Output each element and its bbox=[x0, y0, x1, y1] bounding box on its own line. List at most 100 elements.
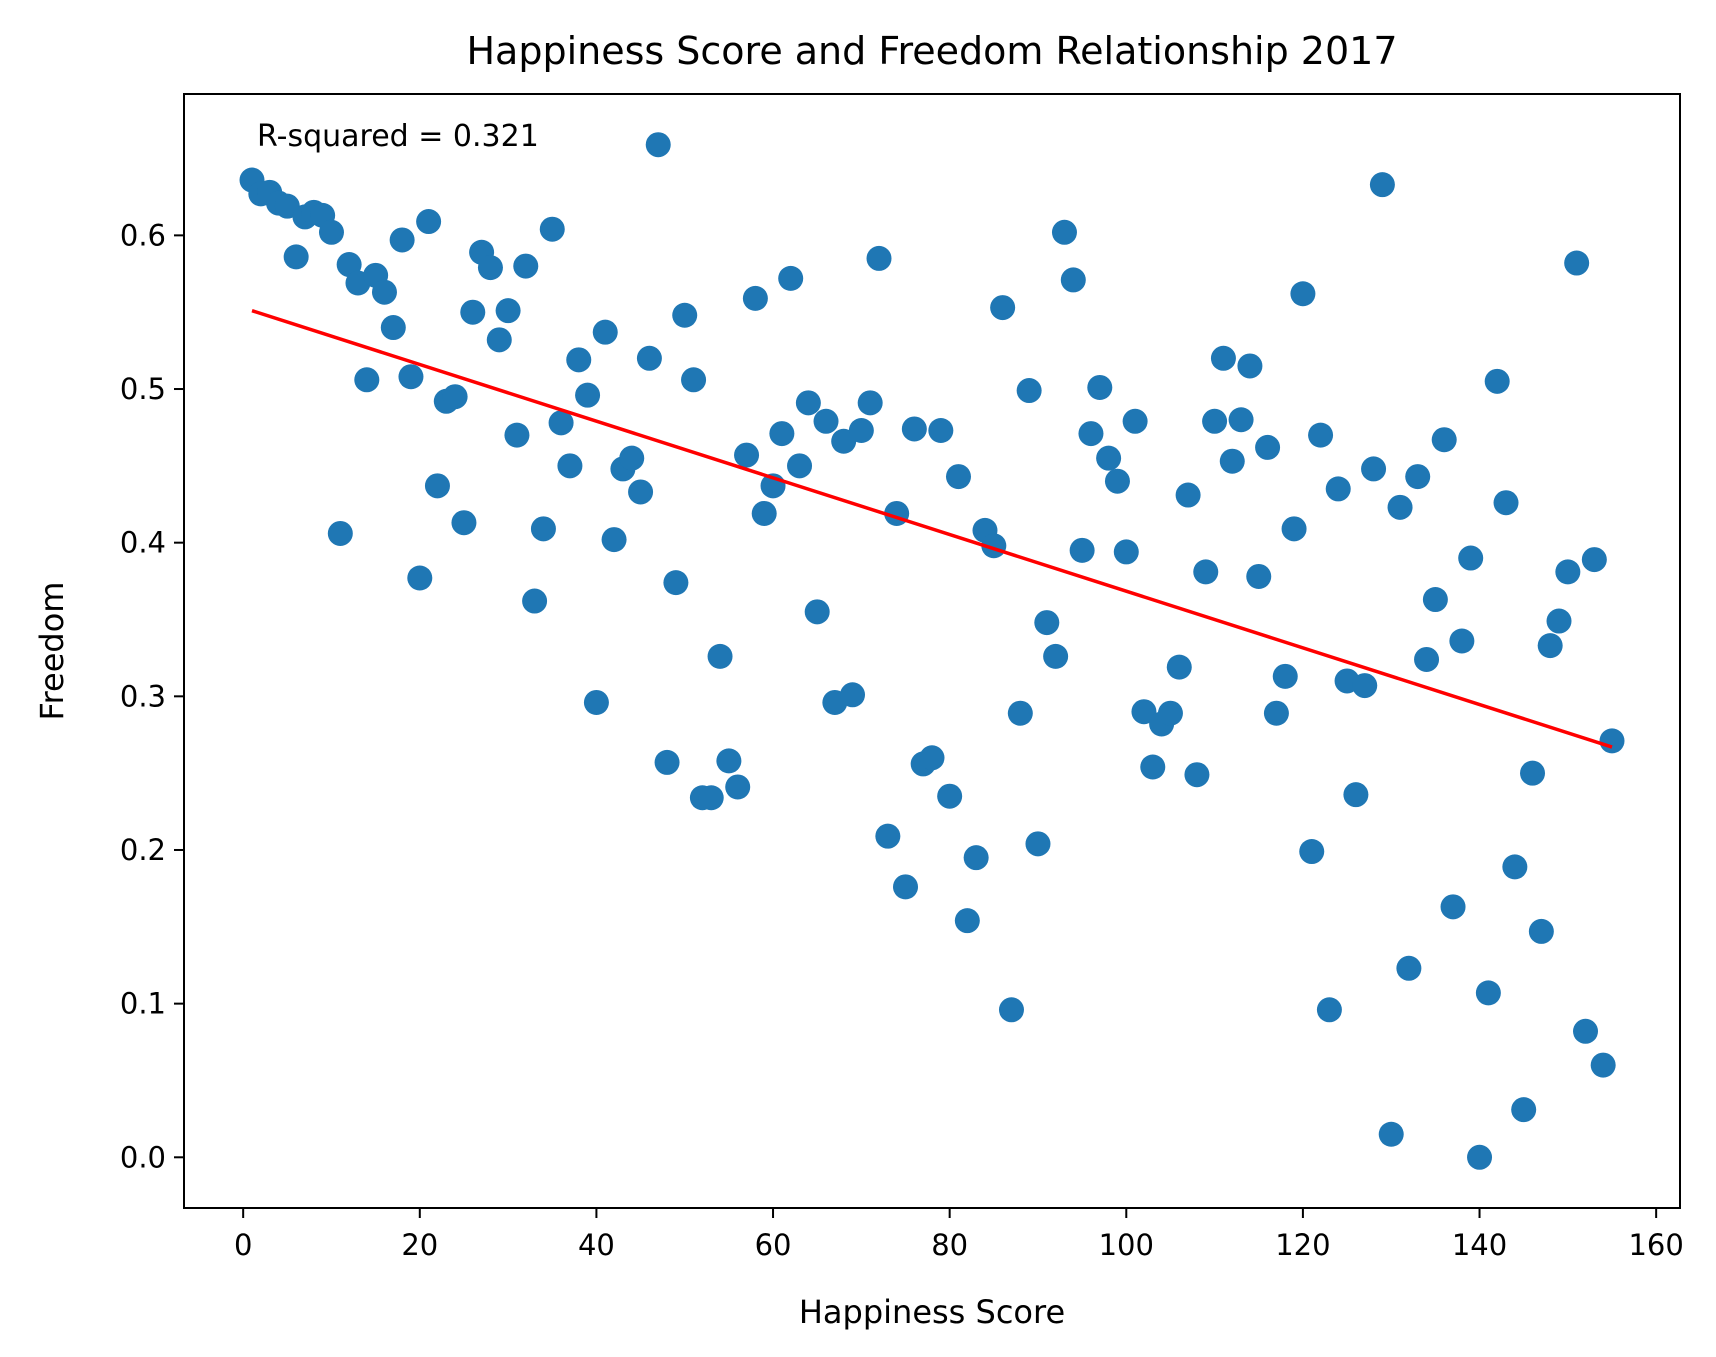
scatter-point bbox=[1281, 516, 1307, 542]
plot-area bbox=[239, 132, 1625, 1170]
y-tick-label: 0.2 bbox=[120, 833, 166, 867]
y-axis-label: Freedom bbox=[33, 582, 71, 721]
scatter-point bbox=[1590, 1052, 1616, 1078]
scatter-point bbox=[1228, 407, 1254, 433]
scatter-point bbox=[654, 749, 680, 775]
scatter-point bbox=[937, 783, 963, 809]
scatter-point bbox=[283, 244, 309, 270]
r-squared-annotation: R-squared = 0.321 bbox=[257, 119, 539, 154]
scatter-point bbox=[1458, 545, 1484, 571]
scatter-point bbox=[1343, 782, 1369, 808]
scatter-point bbox=[1396, 955, 1422, 981]
scatter-point bbox=[1263, 700, 1289, 726]
scatter-point bbox=[566, 347, 592, 373]
scatter-point bbox=[1113, 539, 1139, 565]
scatter-point bbox=[318, 219, 344, 245]
scatter-point bbox=[486, 327, 512, 353]
scatter-point bbox=[1316, 997, 1342, 1023]
scatter-point bbox=[513, 253, 539, 279]
y-tick-label: 0.0 bbox=[120, 1140, 166, 1174]
scatter-point bbox=[1034, 610, 1060, 636]
scatter-point bbox=[1387, 494, 1413, 520]
scatter-point bbox=[1564, 250, 1590, 276]
scatter-point bbox=[1299, 839, 1325, 865]
scatter-point bbox=[1573, 1018, 1599, 1044]
x-tick-label: 80 bbox=[931, 1228, 968, 1262]
scatter-point bbox=[866, 245, 892, 271]
scatter-point bbox=[1290, 281, 1316, 307]
scatter-point bbox=[751, 500, 777, 526]
plot-frame bbox=[183, 93, 1681, 1209]
scatter-point bbox=[601, 527, 627, 553]
scatter-point bbox=[857, 390, 883, 416]
scatter-point bbox=[1511, 1097, 1537, 1123]
scatter-point bbox=[645, 132, 671, 158]
x-tick-label: 120 bbox=[1275, 1228, 1330, 1262]
scatter-point bbox=[451, 510, 477, 536]
y-tick-label: 0.1 bbox=[120, 987, 166, 1021]
scatter-point bbox=[1096, 445, 1122, 471]
scatter-point bbox=[416, 209, 442, 235]
scatter-point bbox=[1493, 490, 1519, 516]
scatter-point bbox=[1581, 547, 1607, 573]
scatter-point bbox=[1502, 854, 1528, 880]
scatter-point bbox=[1210, 345, 1236, 371]
scatter-point bbox=[954, 908, 980, 934]
y-tick-label: 0.4 bbox=[120, 526, 166, 560]
scatter-point bbox=[583, 689, 609, 715]
scatter-point bbox=[628, 479, 654, 505]
y-tick-label: 0.5 bbox=[120, 372, 166, 406]
x-tick-label: 140 bbox=[1452, 1228, 1507, 1262]
scatter-point bbox=[804, 599, 830, 625]
scatter-point bbox=[1449, 628, 1475, 654]
y-axis: 0.0 0.1 0.2 0.3 0.4 0.5 0.6 bbox=[120, 218, 184, 1174]
scatter-point bbox=[1087, 374, 1113, 400]
x-tick-label: 60 bbox=[755, 1228, 792, 1262]
scatter-point bbox=[1546, 608, 1572, 634]
scatter-point bbox=[442, 384, 468, 410]
scatter-point bbox=[716, 748, 742, 774]
scatter-point bbox=[1131, 699, 1157, 725]
scatter-point bbox=[1140, 754, 1166, 780]
scatter-point bbox=[1352, 673, 1378, 699]
scatter-point bbox=[557, 453, 583, 479]
x-tick-label: 100 bbox=[1099, 1228, 1154, 1262]
scatter-point bbox=[734, 442, 760, 468]
scatter-point bbox=[1122, 408, 1148, 434]
scatter-point bbox=[1431, 427, 1457, 453]
scatter-point bbox=[698, 785, 724, 811]
scatter-point bbox=[1599, 728, 1625, 754]
scatter-point bbox=[1246, 563, 1272, 589]
scatter-point bbox=[742, 285, 768, 311]
scatter-point bbox=[636, 345, 662, 371]
scatter-point bbox=[963, 845, 989, 871]
scatter-point bbox=[1237, 353, 1263, 379]
scatter-point bbox=[707, 643, 733, 669]
y-tick-label: 0.6 bbox=[120, 218, 166, 252]
scatter-point bbox=[1405, 464, 1431, 490]
scatter-point bbox=[1484, 368, 1510, 394]
scatter-point bbox=[530, 516, 556, 542]
scatter-point bbox=[1175, 482, 1201, 508]
scatter-point bbox=[769, 421, 795, 447]
x-axis-label: Happiness Score bbox=[799, 1293, 1065, 1331]
scatter-point bbox=[354, 367, 380, 393]
scatter-point bbox=[1060, 267, 1086, 293]
scatter-point bbox=[681, 367, 707, 393]
scatter-point bbox=[1369, 172, 1395, 198]
scatter-point bbox=[893, 874, 919, 900]
scatter-point bbox=[1467, 1144, 1493, 1170]
scatter-point bbox=[848, 418, 874, 444]
scatter-point bbox=[1007, 700, 1033, 726]
scatter-point bbox=[787, 453, 813, 479]
chart-title: Happiness Score and Freedom Relationship… bbox=[466, 29, 1397, 73]
scatter-point bbox=[1440, 894, 1466, 920]
scatter-point bbox=[327, 520, 353, 546]
scatter-point bbox=[1528, 918, 1554, 944]
scatter-point bbox=[945, 464, 971, 490]
scatter-point bbox=[813, 408, 839, 434]
scatter-point bbox=[998, 997, 1024, 1023]
scatter-point bbox=[1308, 422, 1334, 448]
scatter-point bbox=[663, 570, 689, 596]
